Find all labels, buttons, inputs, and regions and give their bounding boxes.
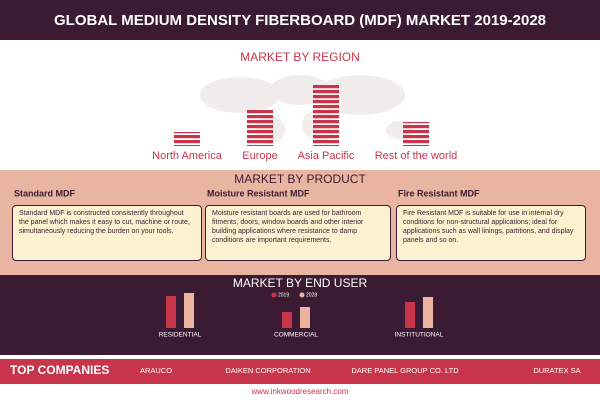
section-title: MARKET BY END USER: [233, 276, 368, 290]
product-card: Fire Resistant MDF is suitable for use i…: [396, 205, 586, 261]
footer-url: www.inkwoodresearch.com: [251, 387, 349, 396]
legend-label: 2028: [306, 292, 317, 298]
bar: [282, 312, 292, 328]
region-label: Europe: [242, 150, 277, 162]
company-name: DAIKEN CORPORATION: [225, 366, 310, 375]
legend-label: 2019: [278, 292, 289, 298]
region-stack: [174, 132, 200, 146]
world-map: [200, 75, 414, 144]
region-label: Asia Pacific: [298, 150, 355, 162]
title: GLOBAL MEDIUM DENSITY FIBERBOARD (MDF) M…: [54, 12, 546, 29]
product-name: Moisture Resistant MDF: [207, 188, 310, 198]
bar: [300, 307, 310, 328]
region-label: North America: [152, 150, 223, 162]
header-band: [0, 0, 600, 40]
bar: [184, 293, 194, 328]
product-card: Moisture resistant boards are used for b…: [205, 205, 391, 261]
company-name: DURATEX SA: [533, 366, 580, 375]
bar: [423, 297, 433, 328]
category-label: INSTITUTIONAL: [395, 332, 444, 339]
bar: [166, 296, 176, 328]
company-name: DARE PANEL GROUP CO. LTD: [351, 366, 459, 375]
legend-swatch: [271, 292, 277, 298]
region-stack: [247, 110, 273, 146]
product-card: Standard MDF is constructed consistently…: [12, 205, 202, 261]
legend-swatch: [299, 292, 305, 298]
company-name: ARAUCO: [140, 366, 172, 375]
region-label: Rest of the world: [375, 150, 458, 162]
section-title: MARKET BY REGION: [240, 50, 360, 64]
product-name: Standard MDF: [14, 188, 76, 198]
category-label: COMMERCIAL: [274, 332, 318, 339]
region-stack: [313, 84, 339, 146]
category-label: RESIDENTIAL: [159, 332, 202, 339]
section-title: MARKET BY PRODUCT: [234, 172, 366, 186]
companies-title: TOP COMPANIES: [10, 363, 109, 377]
product-name: Fire Resistant MDF: [398, 188, 480, 198]
bar: [405, 302, 415, 328]
companies-band: [0, 359, 600, 384]
region-stack: [403, 122, 429, 146]
